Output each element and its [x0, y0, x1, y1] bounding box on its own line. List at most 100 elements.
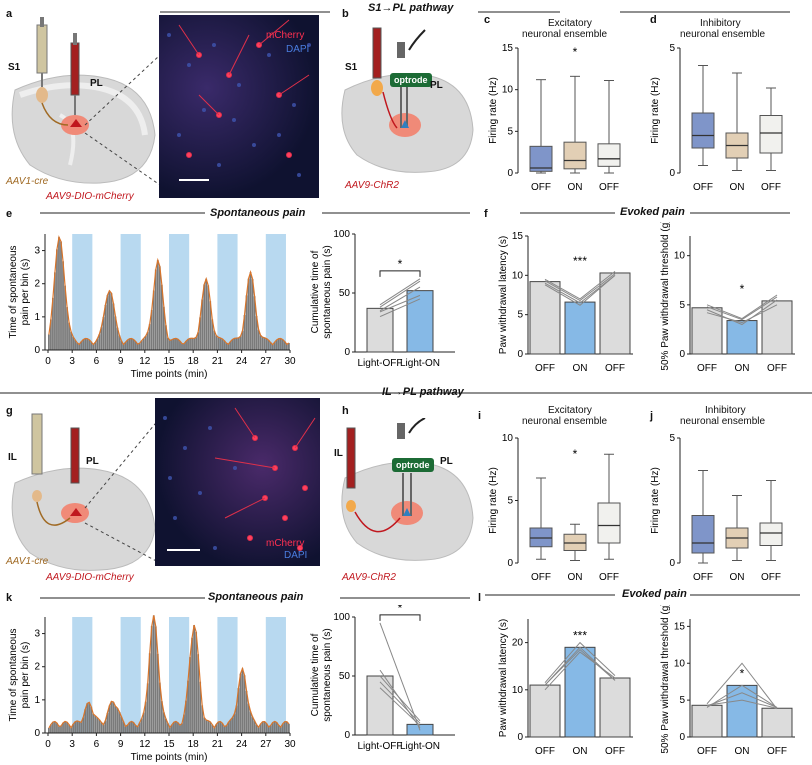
e1-bin-bar: [94, 342, 97, 350]
chart-c-box: 0 5 10 15 Firing rate (Hz) OFF ON OFF *: [488, 43, 621, 193]
e2-pair-line: [379, 286, 421, 312]
l1-x-tick-label: ON: [573, 746, 588, 757]
l1-sig-marker: ***: [573, 628, 587, 642]
k1-light-on-band: [120, 617, 141, 733]
e1-x-tick-label: 30: [284, 356, 296, 367]
k2-x-tick-label: Light-OFF: [357, 741, 402, 752]
e1-bin-bar: [195, 337, 198, 350]
f1-y-label: Paw withdrawal latency (s): [498, 236, 509, 354]
k2-y-tick-label: 0: [344, 730, 350, 741]
e1-bin-bar: [86, 338, 89, 350]
k2-y-tick-label: 50: [339, 671, 351, 682]
j-x-tick-label: OFF: [693, 572, 713, 583]
l1-x-tick-label: OFF: [535, 746, 555, 757]
e1-bin-bar: [193, 338, 195, 350]
e1-bin-bar: [209, 301, 212, 350]
e1-bin-bar: [88, 339, 91, 350]
title-j-line2: neuronal ensemble: [680, 416, 766, 427]
e1-bin-bar: [126, 339, 129, 350]
stain-label-dapi-g: DAPI: [284, 550, 308, 561]
e1-bin-bar: [124, 342, 127, 350]
f1-sig-marker: ***: [573, 254, 587, 268]
brain-schematic-a: [11, 17, 160, 186]
e1-bin-bar: [102, 317, 105, 350]
e1-bin-bar: [118, 335, 121, 350]
k1-bin-bar: [56, 723, 58, 733]
k1-bin-bar: [132, 722, 135, 733]
panel-label-k: k: [6, 592, 13, 604]
c-y-tick-label: 15: [502, 43, 514, 54]
k1-bin-bar: [94, 715, 97, 733]
k1-bin-bar: [257, 727, 260, 733]
e1-x-tick-label: 9: [118, 356, 124, 367]
e1-bin-bar: [134, 341, 137, 350]
l2-x-tick-label: OFF: [697, 746, 717, 757]
c-x-tick-label: OFF: [599, 182, 619, 193]
k1-x-tick-label: 0: [45, 739, 51, 750]
f2-x-tick-label: OFF: [767, 363, 787, 374]
i-y-tick-label: 0: [507, 558, 513, 569]
k1-x-tick-label: 12: [139, 739, 151, 750]
e1-bin-bar: [132, 339, 135, 350]
k1-bin-bar: [239, 673, 242, 733]
l2-x-tick-label: OFF: [767, 746, 787, 757]
k1-x-tick-label: 3: [69, 739, 75, 750]
e1-bin-bar: [146, 332, 149, 350]
k1-bin-bar: [201, 705, 204, 733]
k1-bin-bar: [52, 721, 54, 733]
e1-bin-bar: [142, 338, 145, 350]
e1-bin-bar: [148, 323, 151, 350]
e2-x-tick-label: Light-OFF: [357, 358, 402, 369]
f1-animal-line: [544, 271, 616, 300]
k1-bin-bar: [227, 722, 230, 733]
k1-bin-bar: [171, 724, 173, 733]
l1-y-label: Paw withdrawal latency (s): [498, 619, 509, 737]
k1-bin-bar: [275, 722, 278, 733]
k1-bin-bar: [213, 727, 216, 733]
i-sig-marker: *: [573, 447, 578, 461]
e1-bin-bar: [183, 343, 185, 350]
k1-bin-bar: [209, 721, 212, 733]
title-s1-pl-pathway: S1→PL pathway: [368, 2, 454, 14]
f2-sig-marker: *: [740, 282, 745, 296]
i-x-tick-label: OFF: [531, 572, 551, 583]
label-pl-a: PL: [90, 78, 103, 89]
e1-bin-bar: [179, 341, 181, 350]
e1-bin-bar: [215, 335, 218, 350]
e1-y-label-line2: pain per bin (s): [20, 259, 31, 326]
k1-bin-bar: [185, 700, 187, 733]
e1-bin-bar: [227, 344, 230, 350]
k1-bin-bar: [96, 717, 99, 733]
k1-bin-bar: [106, 712, 109, 733]
k1-bin-bar: [285, 721, 288, 733]
e1-x-tick-label: 18: [188, 356, 200, 367]
e1-bin-bar: [66, 307, 68, 350]
panel-label-i: i: [478, 410, 482, 422]
e1-bin-bar: [269, 342, 272, 350]
e1-light-on-band: [265, 234, 286, 350]
f1-animal-line: [544, 274, 616, 304]
e1-bin-bar: [245, 295, 248, 350]
k1-bin-bar: [128, 722, 131, 733]
k1-bin-bar: [148, 653, 151, 733]
d-x-tick-label: OFF: [761, 182, 781, 193]
panel-label-a: a: [6, 8, 13, 20]
c-y-tick-label: 10: [502, 85, 514, 96]
k1-bin-bar: [187, 680, 189, 733]
c-y-tick-label: 5: [507, 126, 513, 137]
e1-bin-bar: [229, 341, 232, 350]
k1-bin-bar: [120, 716, 123, 733]
k1-bin-bar: [173, 722, 175, 733]
k1-light-on-band: [217, 617, 238, 733]
e1-bin-bar: [64, 285, 66, 350]
f2-bar: [726, 320, 758, 355]
panel-label-c: c: [484, 14, 491, 26]
label-s1-b: S1: [345, 62, 358, 73]
l2-y-tick-label: 10: [674, 658, 686, 669]
k1-bin-bar: [235, 705, 238, 733]
k1-bin-bar: [60, 726, 62, 733]
e1-x-tick-label: 0: [45, 356, 51, 367]
k2-y-label-line2: spontaneous pain (s): [322, 628, 333, 721]
k1-bin-bar: [229, 719, 232, 733]
title-c-line1: Excitatory: [548, 18, 592, 29]
